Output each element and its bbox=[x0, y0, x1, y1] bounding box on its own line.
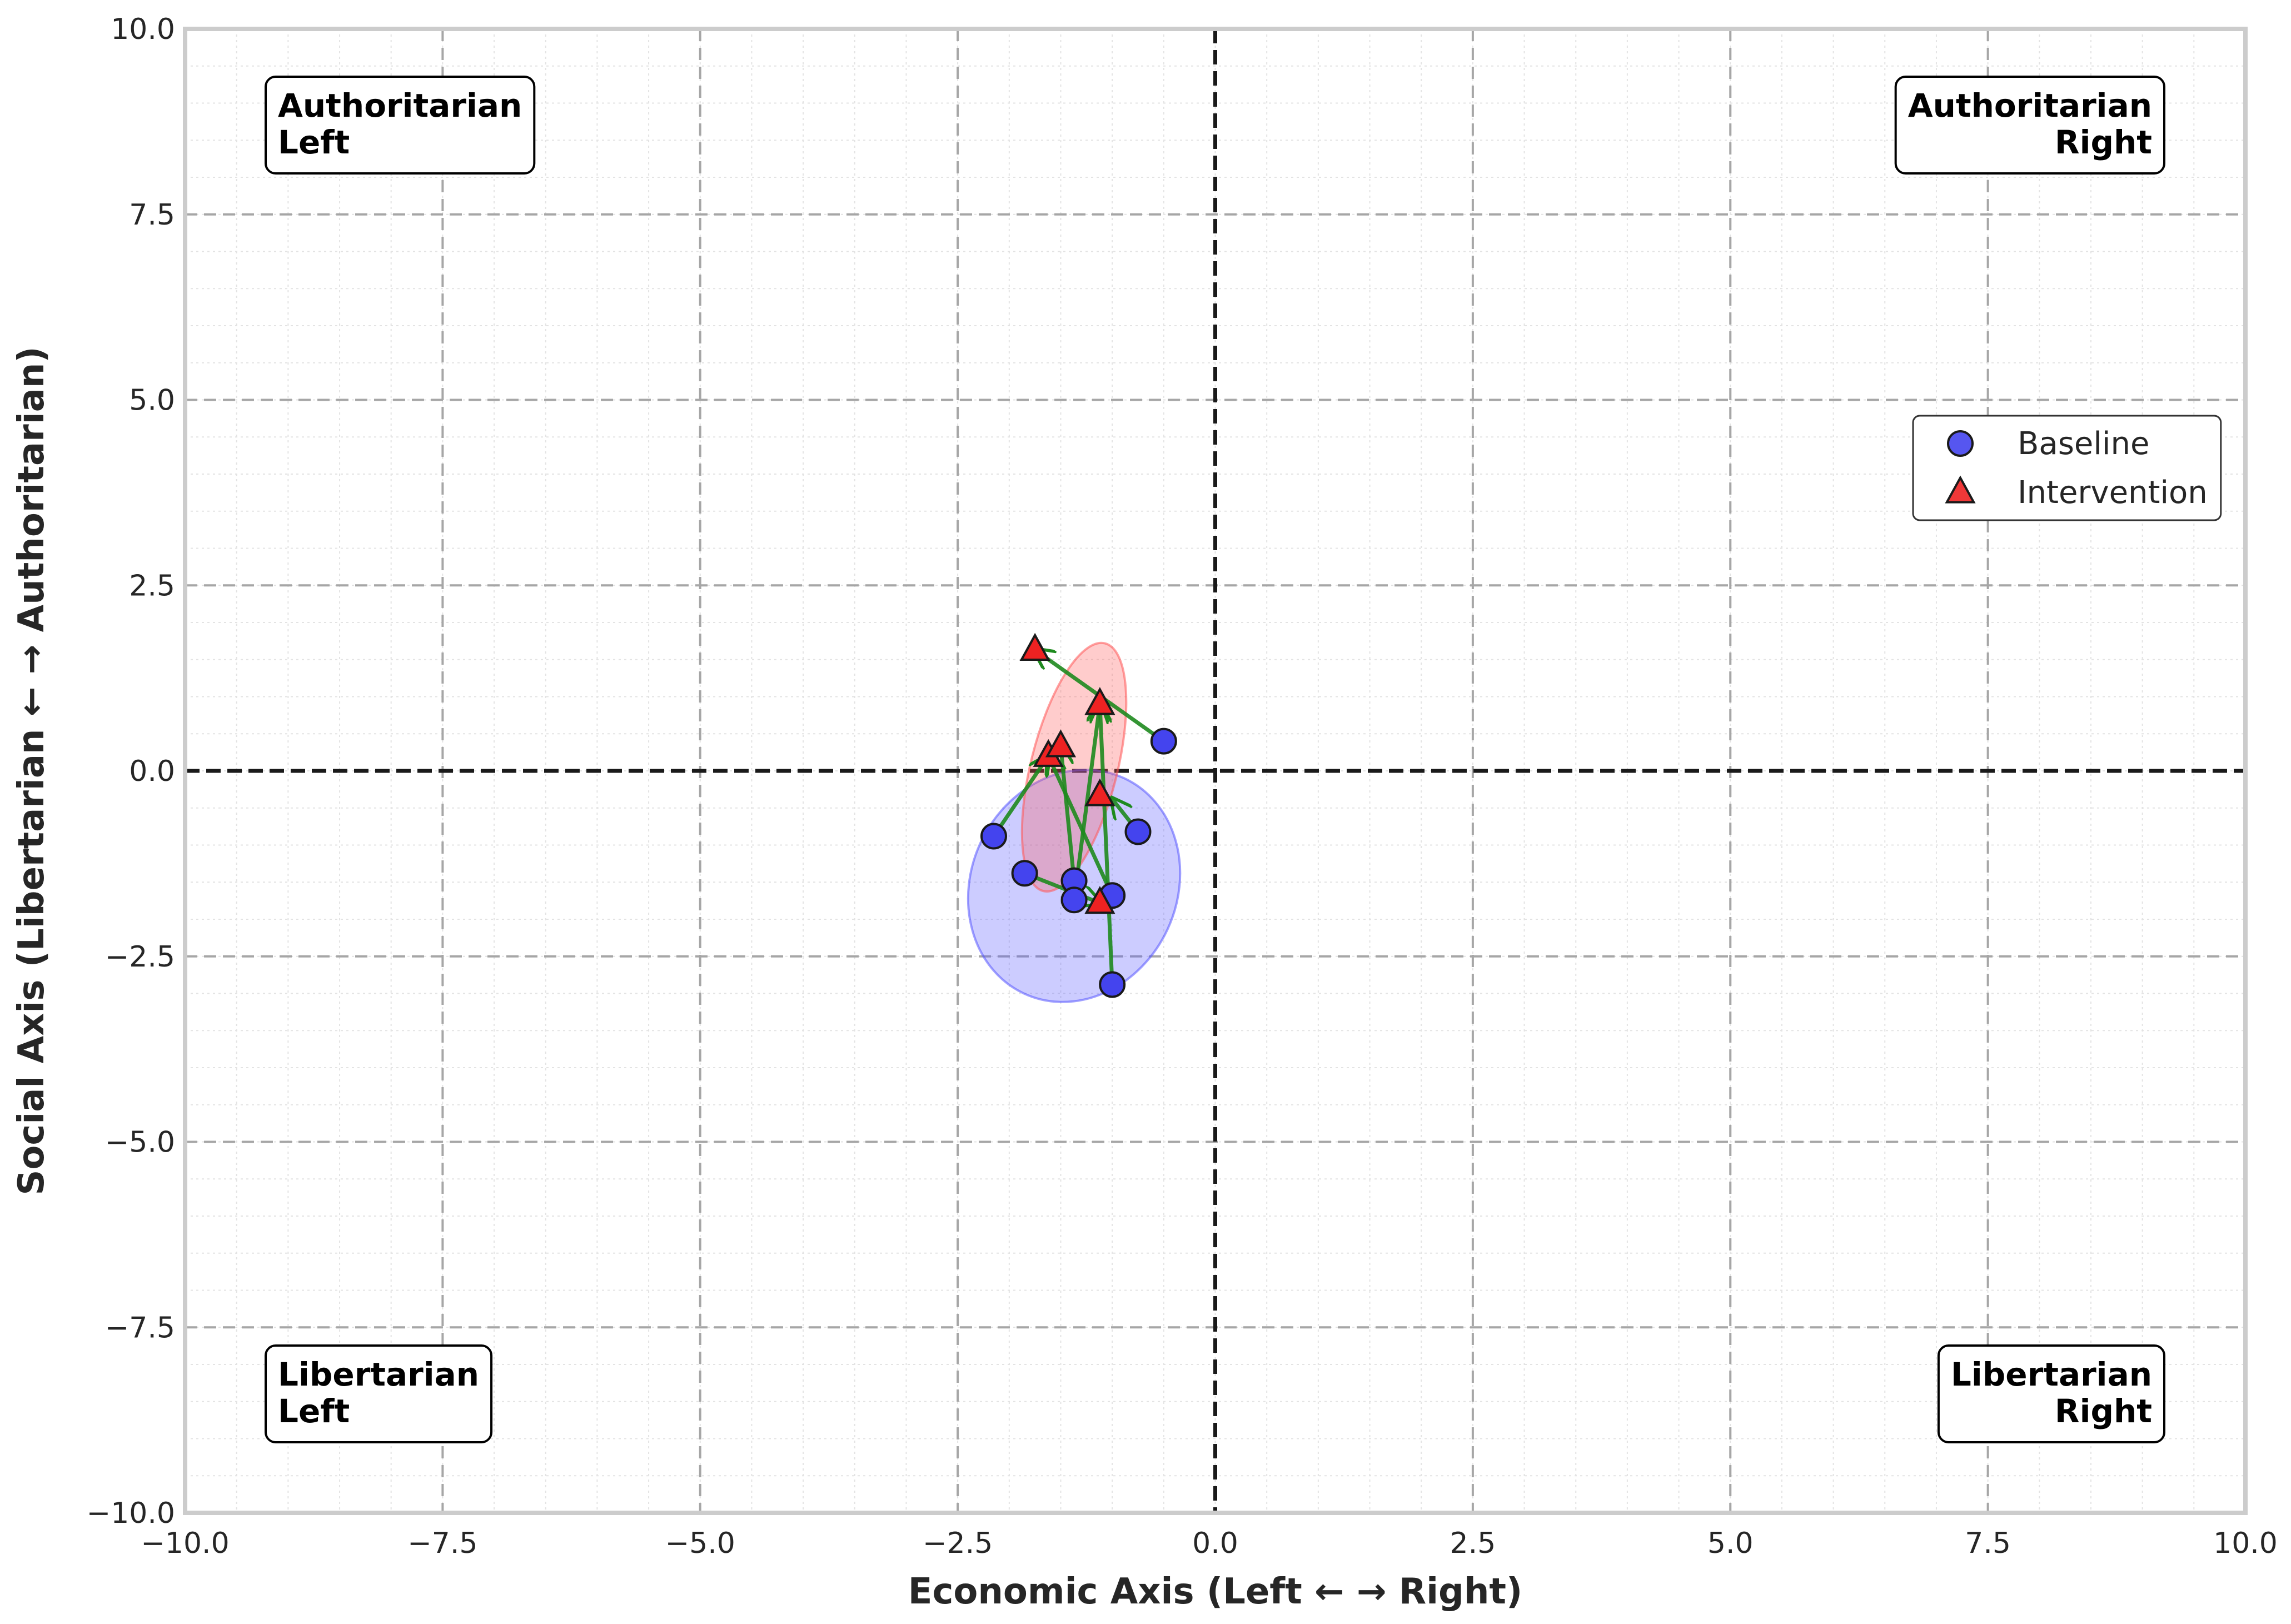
legend-label-intervention: Intervention bbox=[2018, 475, 2208, 511]
x-tick-label: −5.0 bbox=[665, 1527, 735, 1560]
legend-label-baseline: Baseline bbox=[2018, 426, 2149, 462]
quadrant-label-line: Left bbox=[278, 1392, 350, 1430]
baseline-point bbox=[1099, 971, 1126, 998]
legend: Baseline Intervention bbox=[1912, 415, 2222, 521]
y-axis-title: Social Axis (Libertarian ← → Authoritari… bbox=[11, 346, 52, 1195]
plot-frame bbox=[183, 27, 2248, 1515]
intervention-point bbox=[1084, 687, 1115, 715]
x-axis-title: Economic Axis (Left ← → Right) bbox=[908, 1571, 1523, 1612]
intervention-point bbox=[1045, 729, 1077, 758]
shift-arrow bbox=[1024, 871, 1100, 903]
quadrant-label-line: Left bbox=[278, 123, 350, 161]
intervention-point bbox=[1019, 632, 1050, 661]
x-tick-label: 7.5 bbox=[1965, 1527, 2011, 1560]
legend-box bbox=[1912, 415, 2222, 521]
shift-arrow bbox=[992, 756, 1048, 838]
baseline-point bbox=[1150, 728, 1177, 755]
x-tick-label: 10.0 bbox=[2213, 1527, 2278, 1560]
shift-arrow bbox=[1100, 704, 1114, 985]
baseline-point bbox=[1124, 818, 1152, 845]
x-tick-labels: −10.0 −7.5 −5.0 −2.5 0.0 2.5 5.0 7.5 10.0 bbox=[141, 1527, 2278, 1560]
y-tick-label: −7.5 bbox=[105, 1311, 175, 1344]
y-tick-label: 2.5 bbox=[129, 569, 175, 602]
zero-lines bbox=[185, 29, 2245, 1513]
quadrant-label-box bbox=[1937, 1344, 2165, 1443]
baseline-point bbox=[1011, 860, 1038, 887]
legend-intervention-marker bbox=[1945, 475, 1976, 504]
y-tick-label: −10.0 bbox=[87, 1497, 175, 1530]
quadrant-label-box bbox=[265, 76, 536, 175]
quadrant-label-line: Authoritarian bbox=[1908, 87, 2152, 124]
y-tick-label: −5.0 bbox=[105, 1126, 175, 1159]
quadrant-label-box bbox=[1894, 76, 2165, 175]
y-tick-label: −2.5 bbox=[105, 940, 175, 974]
y-tick-label: 5.0 bbox=[129, 384, 175, 417]
y-tick-label: 0.0 bbox=[129, 755, 175, 788]
baseline-point bbox=[980, 823, 1007, 850]
quadrant-label-box bbox=[265, 1344, 493, 1443]
x-tick-label: 0.0 bbox=[1192, 1527, 1238, 1560]
y-tick-labels: −10.0 −7.5 −5.0 −2.5 0.0 2.5 5.0 7.5 10.0 bbox=[87, 13, 175, 1530]
x-tick-label: −10.0 bbox=[141, 1527, 229, 1560]
baseline-point bbox=[1060, 886, 1088, 914]
intervention-point bbox=[1084, 886, 1115, 914]
data-points bbox=[980, 632, 1177, 998]
shift-arrow bbox=[1048, 756, 1114, 896]
x-tick-label: 2.5 bbox=[1450, 1527, 1496, 1560]
x-tick-label: 5.0 bbox=[1707, 1527, 1754, 1560]
quadrant-labels: AuthoritarianLeftAuthoritarianRightLiber… bbox=[265, 76, 2165, 1443]
quadrant-label-line: Authoritarian bbox=[278, 87, 522, 124]
quadrant-label-line: Right bbox=[2055, 1392, 2152, 1430]
quadrant-label-line: Libertarian bbox=[278, 1356, 479, 1393]
intervention-point bbox=[1084, 778, 1115, 806]
x-tick-label: −7.5 bbox=[407, 1527, 477, 1560]
quadrant-label-line: Libertarian bbox=[1951, 1356, 2152, 1393]
quadrant-label-line: Right bbox=[2055, 123, 2152, 161]
y-tick-label: 10.0 bbox=[111, 13, 175, 46]
legend-baseline-marker bbox=[1947, 430, 1974, 457]
y-tick-label: 7.5 bbox=[129, 198, 175, 232]
x-tick-label: −2.5 bbox=[923, 1527, 993, 1560]
